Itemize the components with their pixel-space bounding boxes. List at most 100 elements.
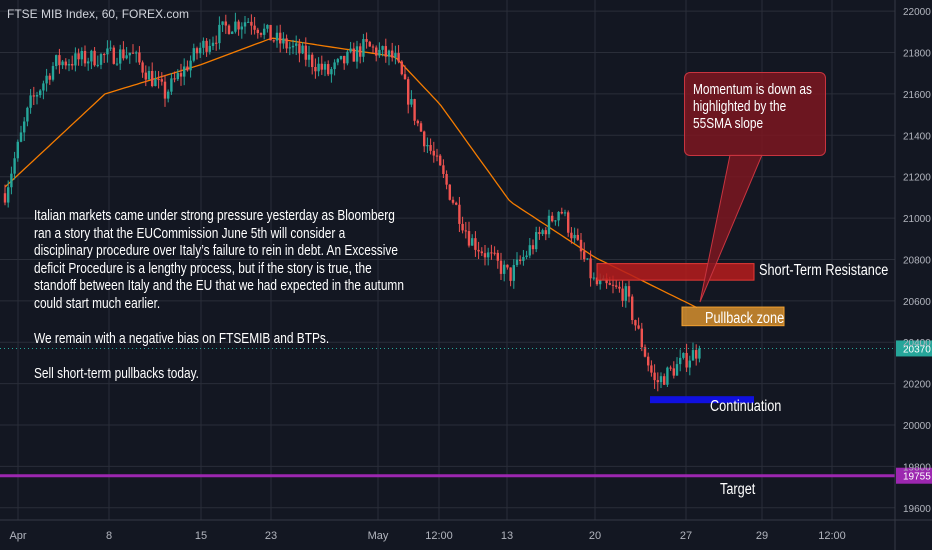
candle [32,86,35,105]
candle-body [115,63,119,65]
candle-body [528,245,531,256]
candle [554,219,557,226]
candle-body [583,251,586,260]
candle [471,234,474,246]
candle [634,319,637,331]
candle [58,48,61,74]
candle [295,35,298,56]
candle [67,59,71,72]
candle [45,68,48,92]
continuation-label: Continuation [710,398,782,415]
candle [423,130,426,153]
candle [349,41,352,54]
candle-body [551,215,554,222]
candle [407,76,410,114]
candle [19,125,23,143]
candle-body [285,38,288,49]
candle-body [202,40,205,48]
candle [512,259,515,289]
candle-body [80,50,83,60]
candle [669,365,672,371]
candle-body [154,79,157,87]
candle-body [579,239,583,252]
candle-body [429,145,432,151]
candle [259,32,263,38]
candle-body [647,356,650,366]
candle [103,52,106,63]
candle-body [195,48,199,54]
candle-body [90,50,93,62]
candle-body [455,202,458,205]
candle-body [423,131,426,147]
candle [541,228,544,236]
candle [650,360,653,377]
candle [77,48,80,66]
candle [157,71,160,89]
candle [80,47,83,66]
candle [691,342,695,361]
momentum-callout[interactable]: Momentum is down as highlighted by the 5… [684,72,826,156]
candle [643,344,647,358]
candle-body [343,55,346,64]
candle [653,364,656,389]
candle-body [55,55,58,67]
candle-body [371,46,375,48]
candle-body [387,50,391,57]
candle-body [554,220,557,222]
candle-body [381,46,384,50]
candle-body [426,145,429,147]
candle-body [317,63,320,72]
candle-body [96,64,99,66]
candle [317,57,320,77]
candle-body [643,347,647,357]
candle [48,73,51,85]
candle-body [45,75,48,84]
candle-body [122,49,125,59]
candle-body [573,234,576,239]
candle [195,46,199,60]
candle-body [263,28,266,35]
candle-body [439,155,442,166]
candle [346,50,349,66]
candle [227,24,231,35]
chart-title: FTSE MIB Index, 60, FOREX.com [7,7,190,21]
candle-body [365,39,368,42]
candle [23,117,26,142]
price-tick-label: 20800 [903,255,931,266]
candle-body [32,95,35,97]
candle [560,207,563,215]
candle-body [451,199,455,203]
candle-body [320,63,323,70]
candle-body [157,79,160,81]
candle [247,17,250,23]
time-tick-label: 12:00 [425,530,453,542]
candle [426,137,429,154]
candle [688,355,691,376]
candle-body [259,33,263,35]
candle [186,60,189,72]
candle [336,57,339,66]
candle-body [531,245,535,250]
candle [263,23,266,40]
candle [144,65,147,87]
candle-body [627,286,631,297]
candle [112,45,115,65]
candle [170,73,173,95]
price-tick-label: 19600 [903,504,931,515]
candle [490,244,493,260]
candle-body [522,257,525,261]
candle-body [346,51,349,64]
candle-body [205,40,208,52]
candle-body [135,52,138,54]
candle [29,88,32,114]
candle-body [224,21,227,26]
candle [10,166,13,195]
candle [493,246,496,256]
candle [448,184,451,201]
candle-body [576,234,579,240]
candle-body [477,249,480,252]
candle-body [445,174,448,185]
candle-body [503,264,506,274]
candle-body [467,231,471,246]
